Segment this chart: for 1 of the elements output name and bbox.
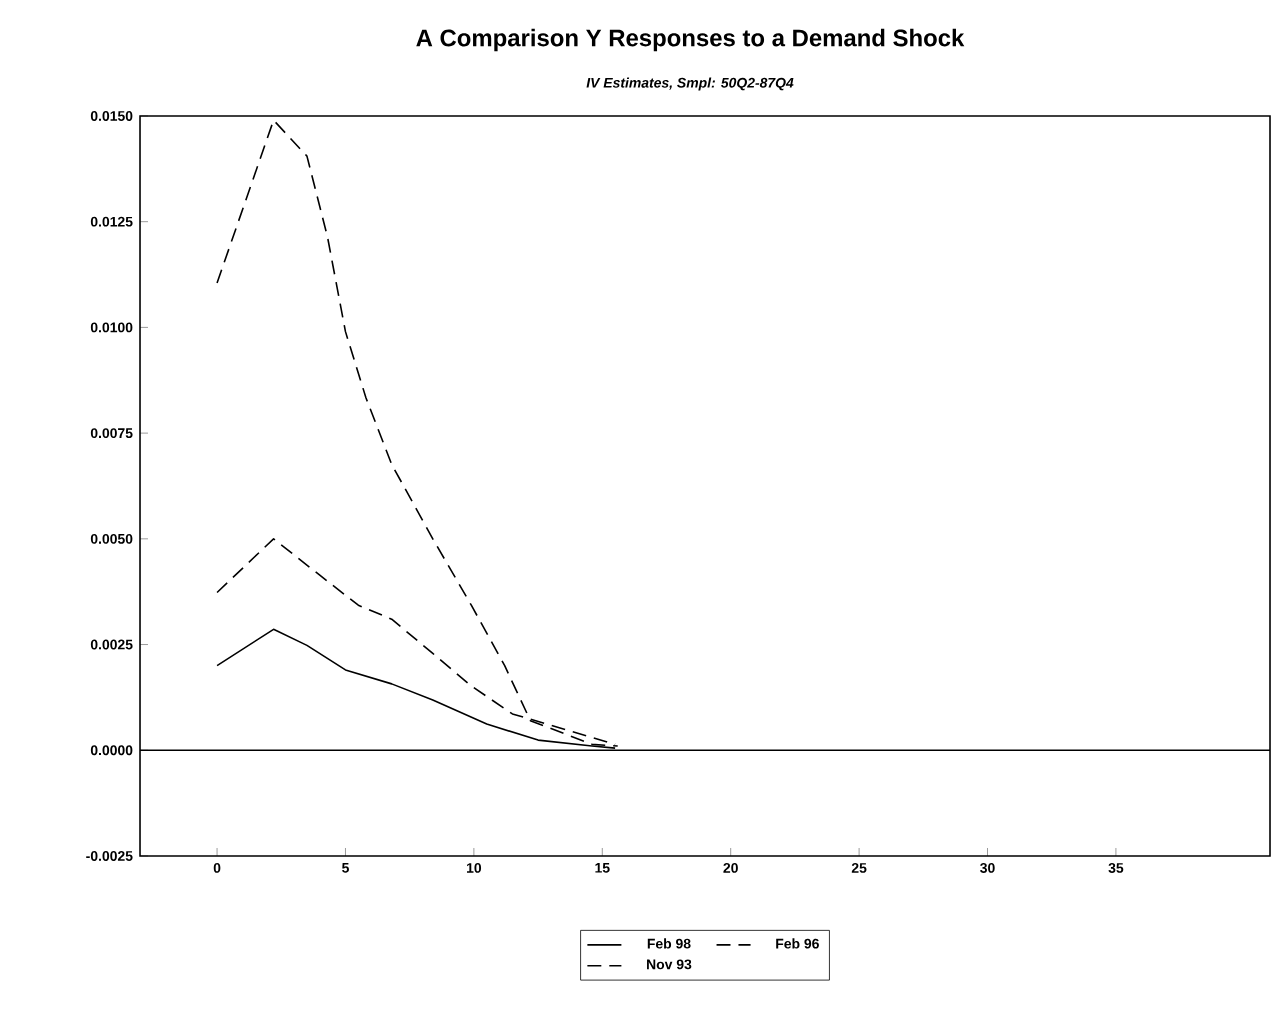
chart-title: A Comparison Y Responses to a Demand Shock xyxy=(416,28,965,52)
